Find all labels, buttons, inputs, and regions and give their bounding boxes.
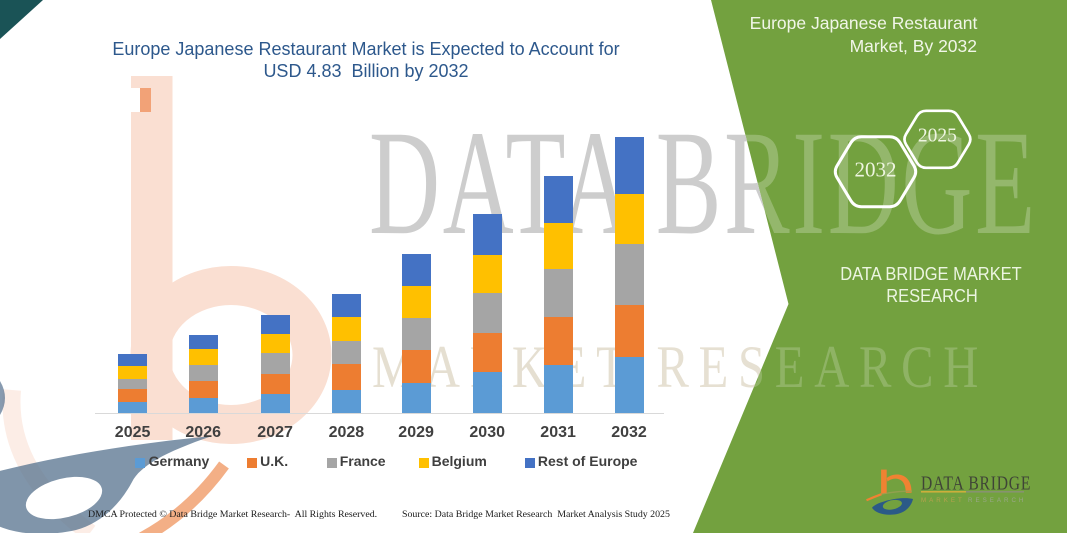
svg-text:RESEARCH: RESEARCH <box>968 497 1026 504</box>
svg-text:2025: 2025 <box>918 125 957 146</box>
svg-text:MARKET: MARKET <box>921 497 965 504</box>
svg-text:DATA BRIDGE: DATA BRIDGE <box>921 472 1031 494</box>
svg-text:2032: 2032 <box>855 158 897 182</box>
